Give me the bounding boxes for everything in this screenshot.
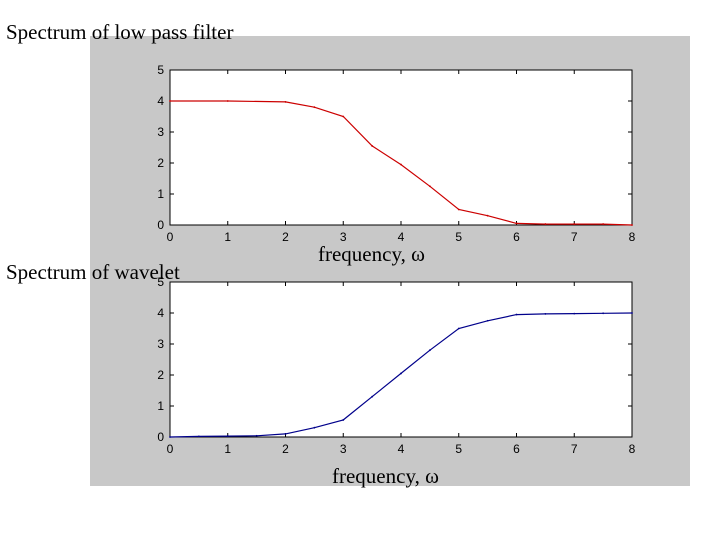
chart-2-data-point bbox=[486, 319, 489, 322]
chart-1-title: Spectrum of low pass filter bbox=[6, 20, 234, 44]
chart-1-xtick-label: 5 bbox=[455, 230, 462, 244]
chart-2-xlabel: frequency, ω bbox=[332, 464, 439, 488]
chart-1-xlabel: frequency, ω bbox=[318, 242, 425, 266]
chart-1-ytick-label: 5 bbox=[157, 63, 164, 77]
chart-1-xtick-label: 0 bbox=[167, 230, 174, 244]
chart-1-data-point bbox=[169, 100, 171, 102]
chart-2-data-point bbox=[457, 327, 460, 330]
chart-1-ytick-label: 2 bbox=[157, 156, 164, 170]
chart-1-data-point bbox=[284, 101, 287, 103]
chart-2-xtick-label: 0 bbox=[167, 442, 174, 456]
chart-2-ytick-label: 5 bbox=[157, 275, 164, 289]
chart-2-data-point bbox=[400, 372, 402, 375]
chart-1-plot-area bbox=[169, 69, 633, 226]
chart-2-data-point bbox=[371, 395, 374, 398]
chart-1-data-point bbox=[226, 100, 229, 102]
chart-1-data-point bbox=[313, 106, 316, 109]
chart-2-data-point bbox=[631, 312, 633, 314]
chart-2-ytick-label: 4 bbox=[157, 306, 164, 320]
chart-2-data-point bbox=[602, 312, 605, 315]
chart-2-xtick-label: 1 bbox=[224, 442, 231, 456]
chart-1-xtick-label: 2 bbox=[282, 230, 289, 244]
chart-2-ytick-label: 3 bbox=[157, 337, 164, 351]
chart-1-data-point bbox=[400, 163, 402, 166]
chart-1-xtick-label: 6 bbox=[513, 230, 520, 244]
chart-1-ytick-label: 4 bbox=[157, 94, 164, 108]
chart-1-xtick-label: 1 bbox=[224, 230, 231, 244]
chart-1-data-point bbox=[631, 224, 633, 226]
chart-2-xtick-label: 2 bbox=[282, 442, 289, 456]
chart-2-plot-area bbox=[169, 281, 633, 438]
chart-1-ytick-label: 3 bbox=[157, 125, 164, 139]
chart-2-xtick-label: 7 bbox=[571, 442, 578, 456]
chart-2-data-point bbox=[515, 313, 518, 316]
chart-2-ytick-label: 0 bbox=[157, 430, 164, 444]
chart-1-data-point bbox=[457, 208, 460, 211]
chart-1-xtick-label: 7 bbox=[571, 230, 578, 244]
chart-2-data-point bbox=[226, 435, 229, 437]
chart-2-xtick-label: 8 bbox=[629, 442, 636, 456]
chart-2-data-point bbox=[169, 436, 171, 438]
chart-2-data-point bbox=[573, 312, 576, 315]
chart-1-data-point bbox=[544, 223, 547, 225]
chart-2-ytick-label: 2 bbox=[157, 368, 164, 382]
chart-1-data-point bbox=[573, 223, 576, 225]
chart-2-data-point bbox=[544, 313, 547, 315]
chart-2-xtick-label: 5 bbox=[455, 442, 462, 456]
chart-2-data-point bbox=[342, 419, 345, 421]
chart-1-xtick-label: 3 bbox=[340, 230, 347, 244]
chart-2-title: Spectrum of wavelet bbox=[6, 260, 180, 284]
chart-1-data-point bbox=[371, 145, 374, 147]
chart-2-data-point bbox=[428, 349, 431, 352]
chart-1-data-point bbox=[428, 185, 431, 188]
chart-2-data-point bbox=[255, 434, 258, 437]
chart-1-data-point bbox=[602, 223, 605, 225]
chart-2-data-point bbox=[284, 433, 287, 435]
chart-2-xtick-label: 6 bbox=[513, 442, 520, 456]
chart-1-data-point bbox=[342, 115, 345, 118]
chart-2-ytick-label: 1 bbox=[157, 399, 164, 413]
chart-1-data-point bbox=[486, 214, 489, 217]
chart-2-xtick-label: 3 bbox=[340, 442, 347, 456]
chart-2-data-point bbox=[197, 435, 200, 438]
chart-2-xtick-label: 4 bbox=[398, 442, 405, 456]
chart-1-ytick-label: 1 bbox=[157, 187, 164, 201]
chart-2-data-point bbox=[313, 426, 316, 429]
chart-1-ytick-label: 0 bbox=[157, 218, 164, 232]
chart-1-data-point bbox=[515, 222, 518, 225]
chart-1-xtick-label: 4 bbox=[398, 230, 405, 244]
chart-1-xtick-label: 8 bbox=[629, 230, 636, 244]
